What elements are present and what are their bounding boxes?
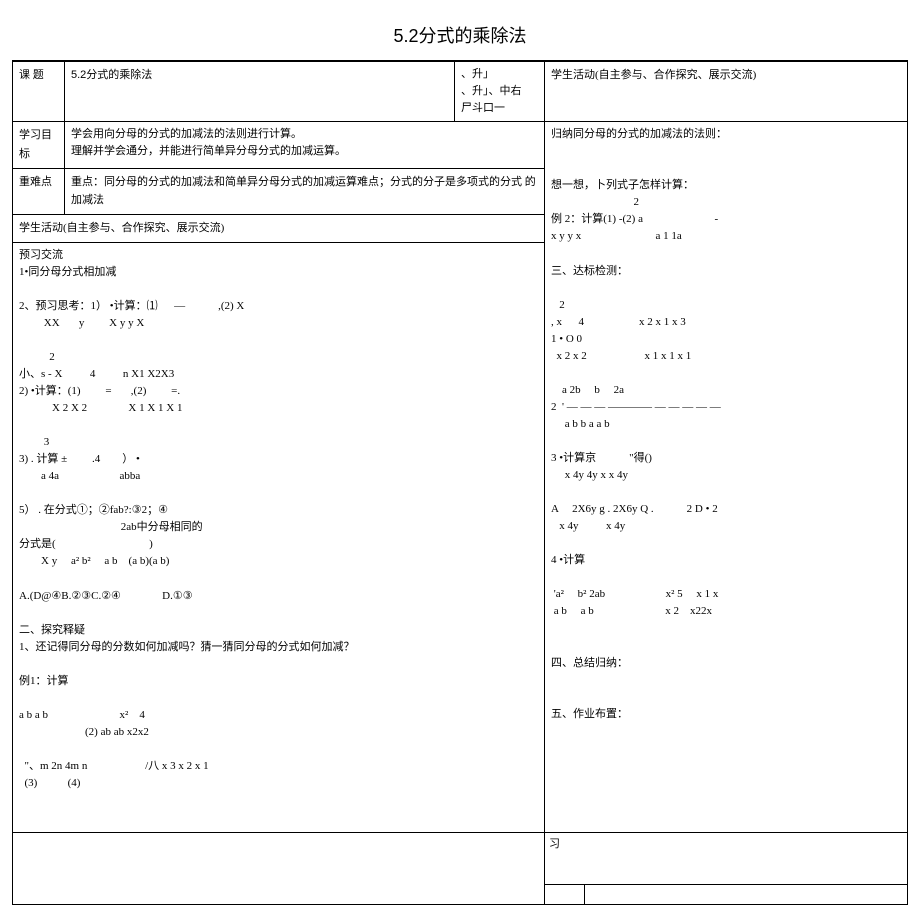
right-body: 归纳同分母的分式的加减法的法则： 想一想，卜列式子怎样计算： 2 例 2：计算(…	[551, 126, 901, 723]
record-value	[585, 884, 908, 904]
topic-value: 5.2分式的乘除法	[65, 62, 455, 122]
difficulty-label: 重难点	[13, 168, 65, 214]
difficulty-value: 重点：同分母的分式的加减法和简单异分母分式的加减运算难点；分式的分子是多项式的分…	[65, 168, 545, 214]
goal-label: 学习目标	[13, 122, 65, 168]
record-label	[545, 884, 585, 904]
activity-row: 学生活动(自主参与、合作探究、展示交流)	[13, 214, 545, 242]
xi-cell: 习	[545, 832, 908, 884]
lesson-plan-table: 课 题 5.2分式的乘除法 、升」 、升」、中右 尸斗口一 学生活动(自主参与、…	[12, 61, 908, 905]
topic-label: 课 题	[13, 62, 65, 122]
left-body: 预习交流 1•同分母分式相加减 2、预习思考：1） •计算：⑴ — ,(2) X…	[19, 247, 538, 793]
goal-value: 学会用向分母的分式的加减法的法则进行计算。 理解并学会通分，并能进行简单异分母分…	[65, 122, 545, 168]
activity-right-header: 学生活动(自主参与、合作探究、展示交流)	[545, 62, 908, 122]
left-bottom-blank	[13, 832, 545, 904]
left-body-cell: 预习交流 1•同分母分式相加减 2、预习思考：1） •计算：⑴ — ,(2) X…	[13, 242, 545, 832]
page-title: 5.2分式的乘除法	[12, 8, 908, 61]
right-body-cell: 归纳同分母的分式的加减法的法则： 想一想，卜列式子怎样计算： 2 例 2：计算(…	[545, 122, 908, 832]
topic-side: 、升」 、升」、中右 尸斗口一	[455, 62, 545, 122]
